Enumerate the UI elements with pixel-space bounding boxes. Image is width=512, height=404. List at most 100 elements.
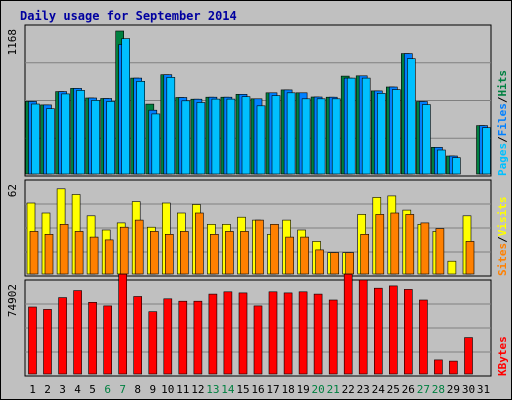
pages-bar bbox=[46, 108, 55, 175]
sites-bar bbox=[255, 219, 264, 275]
sites-bar bbox=[330, 252, 340, 275]
kbytes-bar bbox=[178, 300, 188, 375]
sites-bar bbox=[29, 231, 39, 275]
sites-bar bbox=[195, 212, 204, 275]
kbytes-bar bbox=[208, 293, 218, 375]
kbytes-bar bbox=[298, 291, 308, 375]
middle-legend: Sites/Visits bbox=[496, 197, 509, 277]
kbytes-bar bbox=[253, 305, 263, 375]
pages-bar bbox=[286, 92, 296, 175]
bottom-legend: KBytes bbox=[496, 336, 509, 376]
sites-bar bbox=[134, 219, 144, 275]
day-label: 17 bbox=[266, 383, 279, 396]
day-label: 12 bbox=[191, 383, 204, 396]
kbytes-bar bbox=[403, 289, 413, 375]
day-label: 24 bbox=[372, 383, 386, 396]
day-label: 8 bbox=[134, 383, 141, 396]
sites-bar bbox=[74, 231, 84, 275]
kbytes-bar bbox=[118, 273, 127, 375]
sites-bar bbox=[180, 231, 189, 275]
sites-bar bbox=[240, 231, 249, 275]
day-label: 29 bbox=[447, 383, 460, 396]
kbytes-legend-label: KBytes bbox=[496, 336, 509, 376]
day-label: 23 bbox=[357, 383, 370, 396]
pages-bar bbox=[391, 89, 401, 175]
kbytes-bar bbox=[283, 292, 293, 375]
kbytes-bar bbox=[434, 359, 443, 375]
pages-bar bbox=[106, 101, 115, 175]
kbytes-bar bbox=[73, 290, 82, 375]
pages-bar bbox=[271, 95, 281, 175]
day-label: 20 bbox=[311, 383, 324, 396]
top-legend: Pages/Files/Hits bbox=[496, 70, 509, 176]
day-label: 3 bbox=[59, 383, 66, 396]
day-label: 7 bbox=[119, 383, 126, 396]
day-label: 9 bbox=[149, 383, 156, 396]
pages-bar bbox=[196, 102, 206, 175]
day-label: 5 bbox=[89, 383, 96, 396]
bottom-panel bbox=[24, 273, 492, 377]
sites-bar bbox=[165, 234, 174, 275]
day-label: 18 bbox=[281, 383, 294, 396]
kbytes-bar bbox=[419, 299, 428, 375]
sites-bar bbox=[435, 228, 445, 275]
pages-bar bbox=[437, 149, 446, 175]
pages-bar bbox=[61, 93, 70, 175]
pages-bar bbox=[376, 93, 386, 175]
pages-bar bbox=[241, 96, 251, 175]
kbytes-bar bbox=[28, 306, 37, 375]
kbytes-bar bbox=[268, 291, 278, 375]
x-axis-day-labels: 1 2 3 4 5 6 7 8 9 10 11 12 13 14 15 16 17 18 19 20 21 22 23 24 2… bbox=[29, 383, 490, 396]
sites-legend-label: Sites bbox=[496, 243, 509, 276]
pages-bar bbox=[361, 77, 371, 175]
day-label: 31 bbox=[477, 383, 490, 396]
sites-bar bbox=[390, 212, 400, 275]
kbytes-bar bbox=[133, 296, 142, 375]
pages-bar bbox=[301, 98, 311, 175]
day-label: 14 bbox=[221, 383, 235, 396]
sites-bar bbox=[225, 231, 234, 275]
sites-bar bbox=[300, 236, 309, 275]
middle-ymax-label: 62 bbox=[6, 184, 19, 197]
kbytes-bar bbox=[343, 273, 353, 375]
sites-bar bbox=[285, 236, 294, 275]
sites-bar bbox=[150, 231, 159, 275]
pages-bar bbox=[422, 104, 431, 175]
pages-bar bbox=[76, 90, 85, 175]
legend-separator: / bbox=[496, 96, 509, 103]
day-label: 28 bbox=[432, 383, 445, 396]
top-ymax-label: 1168 bbox=[6, 29, 19, 56]
sites-bar bbox=[270, 224, 279, 275]
sites-bar bbox=[59, 224, 69, 275]
kbytes-bar bbox=[58, 297, 67, 375]
sites-bar bbox=[420, 222, 430, 275]
pages-bar bbox=[151, 113, 161, 175]
kbytes-bar bbox=[88, 301, 97, 375]
sites-bar bbox=[210, 234, 219, 275]
middle-panel bbox=[24, 179, 492, 277]
kbytes-bar bbox=[193, 300, 203, 375]
pages-bar bbox=[181, 100, 191, 175]
sites-bar bbox=[360, 234, 370, 275]
sites-bar bbox=[375, 214, 385, 275]
legend-separator: / bbox=[496, 136, 509, 143]
sites-bar bbox=[44, 234, 54, 275]
sites-bar bbox=[119, 226, 129, 275]
kbytes-bar bbox=[464, 337, 473, 375]
sites-bar bbox=[465, 241, 475, 275]
kbytes-bar bbox=[313, 293, 323, 375]
legend-separator: / bbox=[496, 236, 509, 243]
day-label: 27 bbox=[417, 383, 430, 396]
kbytes-bar bbox=[388, 285, 398, 375]
day-label: 25 bbox=[387, 383, 400, 396]
pages-bar bbox=[482, 127, 491, 175]
pages-bar bbox=[452, 157, 461, 175]
kbytes-bar bbox=[358, 279, 368, 375]
pages-bar bbox=[316, 98, 326, 175]
pages-bar bbox=[91, 100, 100, 175]
visits-bar bbox=[447, 260, 457, 275]
top-panel bbox=[24, 24, 492, 177]
day-label: 19 bbox=[296, 383, 309, 396]
sites-bar bbox=[89, 236, 99, 275]
